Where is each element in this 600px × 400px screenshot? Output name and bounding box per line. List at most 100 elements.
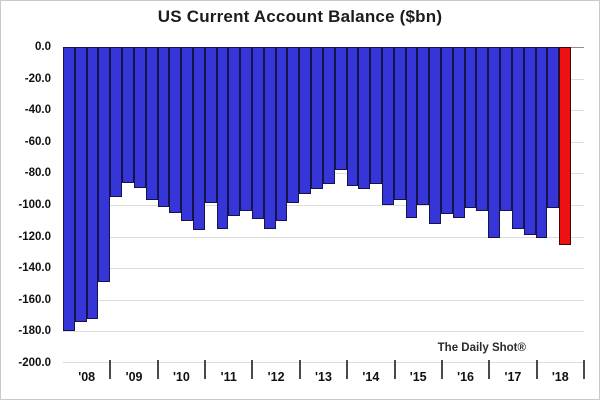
gridline xyxy=(63,362,584,363)
bar xyxy=(334,47,347,171)
year-tick xyxy=(298,360,301,379)
plot-area: The Daily Shot® xyxy=(63,47,584,363)
bar xyxy=(488,47,501,239)
x-tick-label: '08 xyxy=(78,370,96,384)
bar-series xyxy=(63,47,571,363)
x-tick-label: '12 xyxy=(267,370,285,384)
bar xyxy=(322,47,335,185)
bar xyxy=(287,47,300,204)
y-tick-label: -180.0 xyxy=(18,325,51,338)
y-tick-label: -160.0 xyxy=(18,293,51,306)
bar xyxy=(311,47,323,190)
bar xyxy=(535,47,548,239)
bar xyxy=(192,47,205,231)
bar xyxy=(252,47,264,220)
x-axis-year-cell: '13 xyxy=(300,360,349,391)
year-tick xyxy=(204,360,207,379)
bar xyxy=(358,47,371,190)
y-tick-label: -40.0 xyxy=(24,104,51,117)
bar xyxy=(500,47,512,212)
x-axis-year-cell: '12 xyxy=(252,360,301,391)
x-axis-year-cell: '18 xyxy=(537,360,585,391)
x-axis-year-cell: '17 xyxy=(489,360,538,391)
bar xyxy=(145,47,158,201)
y-tick-label: -100.0 xyxy=(18,199,51,211)
x-tick-label: '11 xyxy=(220,370,237,384)
bar xyxy=(63,47,75,332)
gridline xyxy=(63,299,584,301)
bar xyxy=(86,47,99,319)
bar xyxy=(228,47,241,217)
bar xyxy=(346,47,359,187)
x-tick-label: '09 xyxy=(125,370,143,384)
year-tick xyxy=(251,360,254,379)
gridline xyxy=(63,205,584,206)
bar xyxy=(98,47,111,283)
x-tick-label: '15 xyxy=(409,370,427,384)
x-tick-label: '18 xyxy=(551,370,569,384)
x-tick-label: '17 xyxy=(504,370,522,384)
bar xyxy=(417,47,430,205)
x-tick-label: '10 xyxy=(172,370,190,384)
bar xyxy=(370,47,382,185)
gridline xyxy=(63,268,584,270)
year-tick xyxy=(393,360,396,379)
gridline xyxy=(63,236,584,238)
bar xyxy=(181,47,193,221)
y-tick-label: -120.0 xyxy=(18,230,51,243)
year-tick xyxy=(346,360,349,379)
x-axis: '08 '09 '10 '11 '12 '13 '14 '15 '16 '17 '18 xyxy=(63,360,585,391)
bar xyxy=(204,47,217,204)
chart-title: US Current Account Balance ($bn) xyxy=(157,7,443,26)
y-tick-label: -140.0 xyxy=(18,262,51,275)
bar xyxy=(169,47,182,213)
x-axis-year-cell: '11 xyxy=(205,360,254,391)
x-tick-label: '14 xyxy=(362,370,380,384)
bar xyxy=(299,47,312,194)
bar xyxy=(429,47,441,224)
bar xyxy=(511,47,524,229)
bar xyxy=(133,47,146,188)
y-tick-label: -20.0 xyxy=(24,72,51,85)
bar xyxy=(452,47,465,218)
bar xyxy=(216,47,229,229)
year-tick xyxy=(156,360,159,379)
x-axis-year-cell: '08 xyxy=(63,360,112,391)
bar xyxy=(74,47,87,322)
y-tick-label: -60.0 xyxy=(24,135,51,148)
bar xyxy=(393,47,406,201)
bar xyxy=(476,47,489,212)
bar-highlighted xyxy=(559,47,571,245)
y-tick-label: 0.0 xyxy=(35,41,51,53)
year-tick xyxy=(109,360,112,379)
y-axis: 0.0 -20.0 -40.0 -60.0 -80.0 -100.0 -120.0 -140.… xyxy=(1,41,57,369)
bar xyxy=(122,47,134,183)
bar xyxy=(523,47,536,236)
year-tick xyxy=(488,360,491,379)
x-axis-year-cell: '09 xyxy=(110,360,159,391)
x-tick-label: '16 xyxy=(457,370,474,384)
year-tick xyxy=(440,360,443,379)
bar xyxy=(263,47,276,229)
x-tick-label: '13 xyxy=(315,370,332,384)
year-tick xyxy=(535,360,538,379)
bar xyxy=(381,47,394,205)
year-tick xyxy=(582,360,585,379)
bar xyxy=(547,47,560,209)
x-axis-year-cell: '10 xyxy=(158,360,207,391)
x-axis-year-cell: '16 xyxy=(442,360,491,391)
bar xyxy=(157,47,170,207)
x-axis-year-cell: '14 xyxy=(347,360,396,391)
gridline xyxy=(63,331,584,333)
bar xyxy=(110,47,123,198)
x-axis-year-cell: '15 xyxy=(395,360,443,391)
bar xyxy=(275,47,288,221)
y-tick-label: -80.0 xyxy=(24,167,51,180)
bar xyxy=(441,47,453,215)
bar xyxy=(464,47,477,209)
bar xyxy=(405,47,418,218)
y-tick-label: -200.0 xyxy=(18,357,51,369)
bar xyxy=(240,47,252,212)
watermark: The Daily Shot® xyxy=(437,342,526,354)
